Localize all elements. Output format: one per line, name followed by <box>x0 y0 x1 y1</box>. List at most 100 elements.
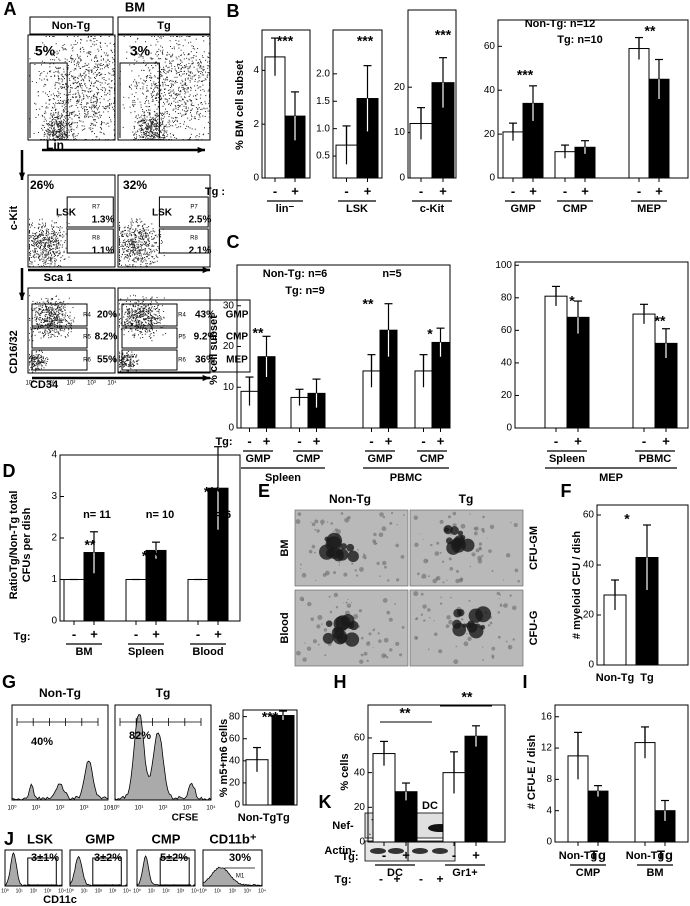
dot <box>43 248 44 249</box>
dot <box>44 363 45 364</box>
dot <box>140 239 141 240</box>
dot <box>59 247 60 248</box>
dot <box>153 246 154 247</box>
dot <box>139 249 140 250</box>
dot <box>96 44 97 45</box>
dot <box>197 82 198 83</box>
dot <box>60 265 61 266</box>
dot <box>169 95 170 96</box>
dot <box>160 320 161 321</box>
dot <box>59 309 60 310</box>
dot <box>41 232 42 233</box>
dot <box>190 137 191 138</box>
dot <box>63 48 64 49</box>
dot <box>157 41 158 42</box>
dot <box>51 238 52 239</box>
dot <box>149 331 150 332</box>
dot <box>160 137 161 138</box>
dot <box>183 52 184 53</box>
dot <box>58 83 59 84</box>
dot <box>126 321 127 322</box>
dot <box>165 80 166 81</box>
dot <box>122 246 123 247</box>
dot <box>55 318 56 319</box>
dot <box>154 129 155 130</box>
dot <box>107 65 108 66</box>
dot <box>127 352 128 353</box>
dot <box>93 86 94 87</box>
dot <box>190 100 191 101</box>
dot <box>189 139 190 140</box>
dot <box>199 134 200 135</box>
dot <box>131 329 132 330</box>
dot <box>136 134 137 135</box>
dot <box>114 36 115 37</box>
dot <box>77 36 78 37</box>
dot <box>63 236 64 237</box>
dot <box>172 125 173 126</box>
dot <box>43 237 44 238</box>
dot <box>146 125 147 126</box>
dot <box>32 372 33 373</box>
dot <box>33 238 34 239</box>
dot <box>49 257 50 258</box>
dot <box>132 364 133 365</box>
dot <box>54 72 55 73</box>
dot <box>151 231 152 232</box>
photo-texture <box>298 512 302 516</box>
dot <box>145 248 146 249</box>
dot <box>148 255 149 256</box>
dot <box>143 244 144 245</box>
dot <box>154 124 155 125</box>
dot <box>145 322 146 323</box>
dot <box>140 233 141 234</box>
dot <box>47 133 48 134</box>
dot <box>148 226 149 227</box>
dot <box>202 55 203 56</box>
dot <box>126 355 127 356</box>
dot <box>108 126 109 127</box>
dot <box>132 104 133 105</box>
dot <box>94 119 95 120</box>
dot <box>178 88 179 89</box>
dot <box>146 236 147 237</box>
panel-letter: D <box>3 461 16 481</box>
dot <box>130 244 131 245</box>
dot <box>153 124 154 125</box>
dot <box>54 231 55 232</box>
dot <box>134 111 135 112</box>
dot <box>50 241 51 242</box>
dot <box>29 370 30 371</box>
dot <box>75 115 76 116</box>
dot <box>38 240 39 241</box>
dot <box>29 260 30 261</box>
dot <box>156 130 157 131</box>
dot <box>73 321 74 322</box>
dot <box>44 247 45 248</box>
dot <box>60 97 61 98</box>
dot <box>105 89 106 90</box>
dot <box>87 96 88 97</box>
dot <box>119 238 120 239</box>
dot <box>80 96 81 97</box>
dot <box>81 102 82 103</box>
dot <box>74 122 75 123</box>
dot <box>63 306 64 307</box>
dot <box>65 139 66 140</box>
dot <box>97 67 98 68</box>
dot <box>196 99 197 100</box>
dot <box>48 238 49 239</box>
dot <box>30 367 31 368</box>
dot <box>114 117 115 118</box>
dot <box>143 80 144 81</box>
dot <box>54 105 55 106</box>
dot <box>180 63 181 64</box>
dot <box>93 73 94 74</box>
dot <box>159 317 160 318</box>
dot <box>45 315 46 316</box>
dot <box>152 133 153 134</box>
dot <box>42 227 43 228</box>
dot <box>76 65 77 66</box>
dot <box>84 116 85 117</box>
dot <box>190 127 191 128</box>
